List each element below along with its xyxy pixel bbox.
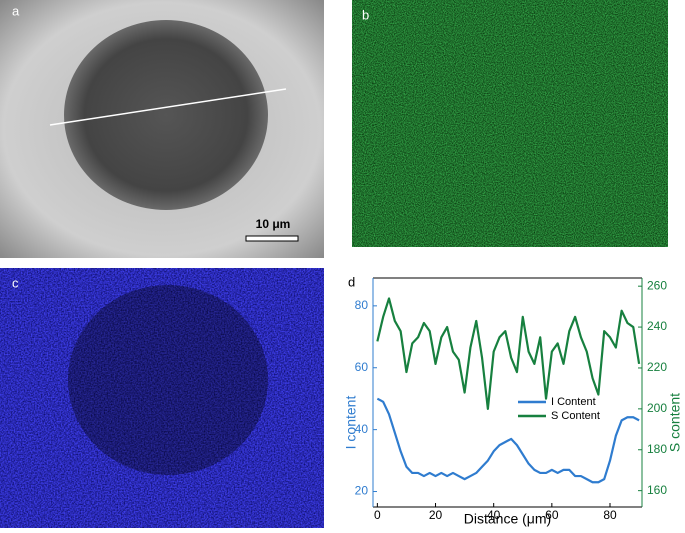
scale-bar-label: 10 μm	[256, 217, 291, 231]
s-map	[352, 0, 668, 247]
x-tick-label: 80	[603, 508, 617, 522]
y-tick-label: 80	[355, 298, 369, 312]
sem-disc	[64, 20, 268, 210]
y-tick-label: 60	[355, 360, 369, 374]
y2-tick-label: 160	[647, 483, 667, 497]
y2-axis-label: S content	[667, 393, 683, 452]
panel-label: b	[362, 7, 369, 22]
scale-bar	[245, 235, 299, 242]
data-line	[376, 297, 641, 410]
data-line	[376, 397, 640, 484]
i-depleted-disc	[68, 285, 268, 475]
line-scan	[49, 88, 287, 126]
legend-label: S Content	[551, 410, 600, 422]
legend-label: I Content	[551, 396, 596, 408]
y2-tick-label: 260	[647, 278, 667, 292]
i-map	[0, 268, 324, 528]
panel-label: a	[12, 3, 20, 18]
x-tick-label: 60	[545, 508, 559, 522]
panel-a: a 10 μm	[0, 0, 324, 258]
x-tick-label: 20	[429, 508, 443, 522]
x-tick-label: 40	[487, 508, 501, 522]
panel-label: d	[348, 274, 355, 289]
panel-c: c	[0, 268, 324, 528]
y2-tick-label: 240	[647, 319, 667, 333]
panel-label: c	[12, 275, 19, 290]
y-tick-label: 20	[355, 484, 369, 498]
panel-b: b	[352, 0, 668, 247]
x-axis-label: Distance (μm)	[464, 511, 551, 527]
panel-d: d 0 20 40 60 80 20 40 60 80 160 180 200 220 240 260 Dis…	[343, 274, 683, 526]
y2-tick-label: 220	[647, 360, 667, 374]
y-tick-label: 40	[355, 422, 369, 436]
y-axis-label: I content	[343, 396, 359, 450]
x-tick-label: 0	[374, 508, 381, 522]
y2-tick-label: 180	[647, 442, 667, 456]
y2-tick-label: 200	[647, 401, 667, 415]
